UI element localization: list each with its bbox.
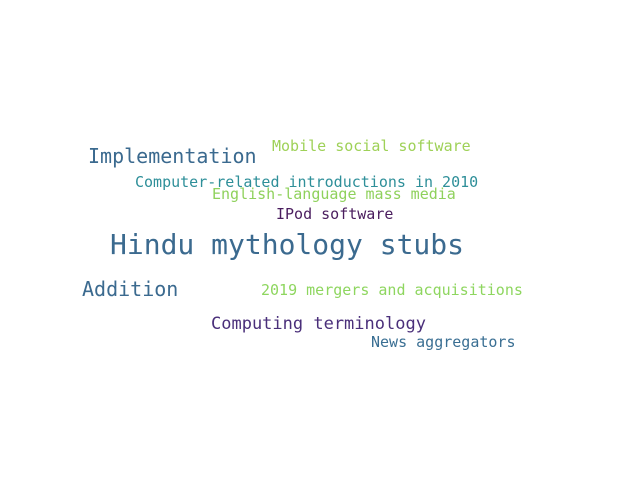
word-mobile-social-software: Mobile social software (272, 137, 471, 155)
word-ipod-software: IPod software (276, 205, 394, 223)
word-news-aggregators: News aggregators (371, 333, 516, 351)
word-hindu-mythology-stubs: Hindu mythology stubs (110, 228, 465, 261)
word-implementation: Implementation (88, 144, 257, 168)
word-2019-mergers-and-acquisitions: 2019 mergers and acquisitions (261, 281, 523, 299)
word-english-language-mass-media: English-language mass media (212, 185, 456, 203)
word-addition: Addition (82, 277, 179, 301)
word-computing-terminology: Computing terminology (211, 314, 426, 334)
word-computer-related-introductions-2010: Computer-related introductions in 2010 (135, 173, 479, 191)
